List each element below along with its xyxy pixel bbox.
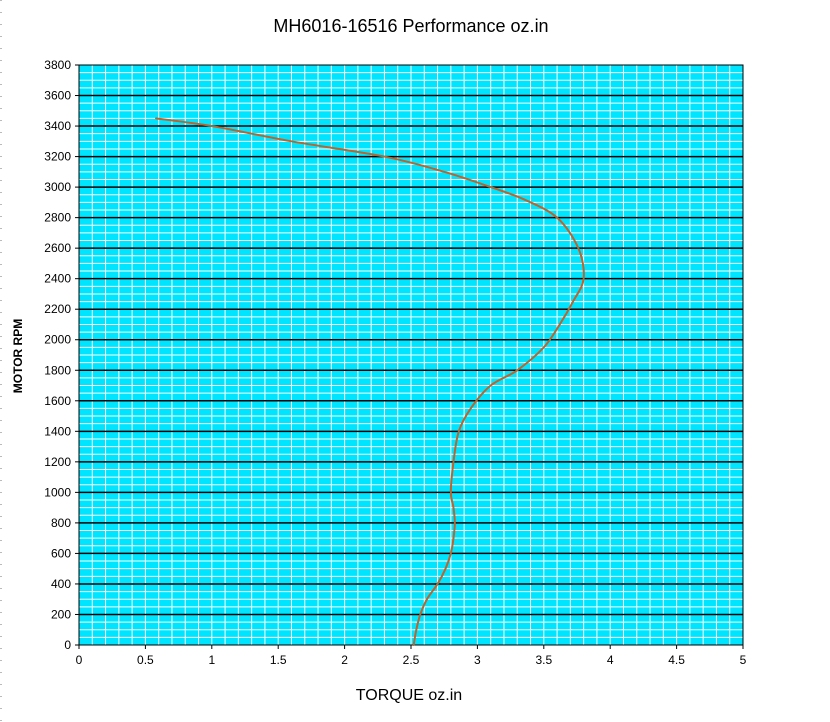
y-axis-label: MOTOR RPM bbox=[11, 319, 25, 393]
x-tick-label: 1 bbox=[208, 653, 215, 667]
x-tick-label: 1.5 bbox=[270, 653, 287, 667]
y-tick-label: 3400 bbox=[44, 119, 71, 133]
y-tick-label: 200 bbox=[51, 607, 71, 621]
y-tick-label: 3000 bbox=[44, 180, 71, 194]
torque-curve-line bbox=[155, 117, 585, 646]
x-tick-label: 3 bbox=[474, 653, 481, 667]
y-tick-label: 800 bbox=[51, 516, 71, 530]
y-tick-label: 1600 bbox=[44, 394, 71, 408]
y-tick-label: 400 bbox=[51, 577, 71, 591]
y-tick-label: 0 bbox=[64, 638, 71, 652]
y-tick-label: 600 bbox=[51, 546, 71, 560]
tick-labels: 0 0.5 1 1.5 2 2.5 3 3.5 4 4.5 5 0 200 400 600 800 1000 12… bbox=[44, 58, 746, 667]
y-tick-label: 3200 bbox=[44, 150, 71, 164]
x-tick-label: 4 bbox=[607, 653, 614, 667]
y-tick-label: 1800 bbox=[44, 363, 71, 377]
y-tick-label: 3800 bbox=[44, 58, 71, 72]
x-tick-label: 2 bbox=[341, 653, 348, 667]
y-tick-label: 2600 bbox=[44, 241, 71, 255]
x-tick-label: 2.5 bbox=[403, 653, 420, 667]
x-tick-label: 5 bbox=[740, 653, 747, 667]
y-tick-label: 2000 bbox=[44, 333, 71, 347]
y-tick-label: 3600 bbox=[44, 89, 71, 103]
left-edge-dots bbox=[0, 0, 2, 722]
chart-title: MH6016-16516 Performance oz.in bbox=[273, 16, 548, 36]
y-tick-label: 1400 bbox=[44, 424, 71, 438]
y-tick-label: 1000 bbox=[44, 485, 71, 499]
x-tick-label: 0.5 bbox=[137, 653, 154, 667]
y-tick-label: 1200 bbox=[44, 455, 71, 469]
y-tick-label: 2800 bbox=[44, 211, 71, 225]
y-tick-label: 2200 bbox=[44, 302, 71, 316]
plot-area bbox=[78, 64, 744, 646]
x-tick-label: 0 bbox=[76, 653, 83, 667]
x-tick-label: 4.5 bbox=[668, 653, 685, 667]
x-tick-label: 3.5 bbox=[535, 653, 552, 667]
series-layer bbox=[155, 117, 585, 646]
y-tick-label: 2400 bbox=[44, 272, 71, 286]
x-axis-label: TORQUE oz.in bbox=[356, 687, 462, 704]
